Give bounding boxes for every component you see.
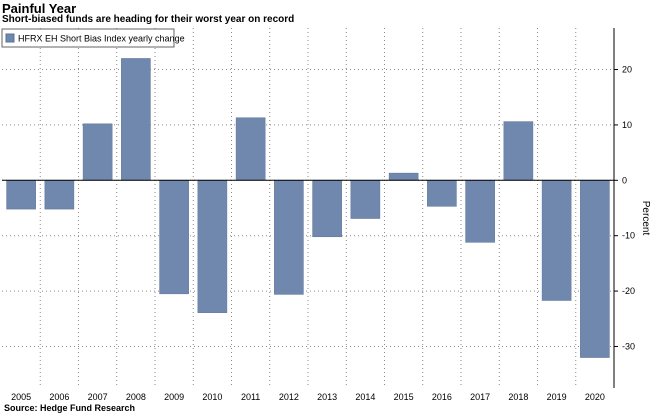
- x-tick-label: 2015: [394, 392, 414, 402]
- legend-label: HFRX EH Short Bias Index yearly change: [18, 34, 185, 44]
- legend-box: [1, 28, 175, 48]
- chart-subtitle: Short-biased funds are heading for their…: [2, 14, 295, 25]
- x-tick-label: 2019: [547, 392, 567, 402]
- x-tick-label: 2020: [585, 392, 605, 402]
- bar-2007: [82, 123, 113, 181]
- bar-2011: [235, 117, 266, 181]
- x-tick-label: 2017: [470, 392, 490, 402]
- x-tick-label: 2010: [202, 392, 222, 402]
- bar-2006: [44, 180, 75, 210]
- bar-2009: [159, 180, 189, 295]
- bar-2015: [388, 172, 419, 181]
- y-tick-label: -30: [622, 341, 635, 351]
- y-axis-title: Percent: [640, 201, 650, 236]
- x-tick-label: 2018: [508, 392, 528, 402]
- x-tick-label: 2011: [241, 392, 260, 402]
- chart-title: Painful Year: [2, 1, 77, 16]
- x-tick-label: 2006: [49, 392, 69, 402]
- x-axis-ticks: 2005 2006 2007 2008 2009 2010 2011 2012 2013 2014…: [11, 392, 605, 402]
- y-tick-label: 10: [622, 120, 632, 130]
- bar-2018: [503, 121, 534, 181]
- y-tick-label: 0: [622, 175, 627, 185]
- bar-2005: [6, 180, 36, 210]
- bar-2013: [312, 180, 342, 238]
- bar-2020: [580, 180, 610, 358]
- y-tick-label: -20: [622, 286, 635, 296]
- legend: HFRX EH Short Bias Index yearly change: [1, 28, 185, 48]
- x-tick-label: 2013: [317, 392, 337, 402]
- x-tick-label: 2014: [355, 392, 375, 402]
- x-tick-label: 2008: [126, 392, 146, 402]
- bar-2008: [121, 58, 151, 181]
- bar-2014: [350, 180, 381, 219]
- x-tick-label: 2007: [88, 392, 108, 402]
- source-note: Source: Hedge Fund Research: [4, 403, 136, 413]
- y-tick-label: -10: [622, 231, 635, 241]
- y-tick-label: 20: [622, 65, 632, 75]
- x-tick-label: 2016: [432, 392, 452, 402]
- bars: [6, 58, 610, 358]
- x-tick-label: 2005: [11, 392, 31, 402]
- grid: [2, 28, 614, 388]
- bar-2010: [197, 180, 228, 313]
- bar-2017: [465, 180, 495, 243]
- bar-2012: [274, 180, 304, 295]
- legend-swatch: [5, 33, 15, 43]
- x-tick-label: 2012: [279, 392, 299, 402]
- y-axis-ticks: 20 10 0 -10 -20 -30: [614, 65, 635, 351]
- x-tick-label: 2009: [164, 392, 184, 402]
- bar-2019: [541, 180, 572, 301]
- bar-2016: [427, 180, 457, 207]
